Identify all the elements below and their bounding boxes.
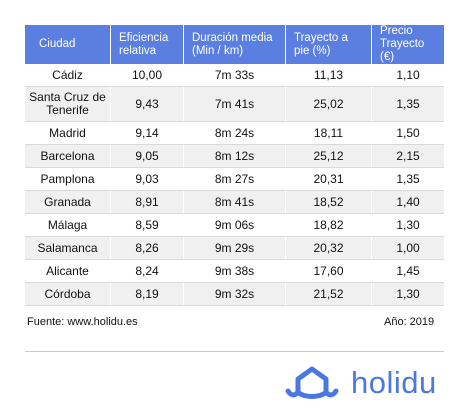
cell-city: Salamanca (25, 237, 110, 260)
logo-wordmark: holidu (351, 364, 437, 400)
cell-duration: 9m 06s (183, 214, 285, 237)
header-duracion: Duración media (Min / km) (183, 25, 285, 64)
cell-walk: 18,82 (285, 214, 371, 237)
cell-efficiency: 8,26 (110, 237, 183, 260)
table-row: Málaga 8,59 9m 06s 18,82 1,30 (25, 214, 444, 237)
cell-duration: 8m 12s (183, 145, 285, 168)
cell-price: 1,40 (371, 191, 444, 214)
city-ranking-table-container: Ciudad Eficiencia relativa Duración medi… (25, 25, 444, 306)
house-wave-icon (285, 365, 343, 399)
cell-price: 1,10 (371, 64, 444, 87)
cell-efficiency: 9,03 (110, 168, 183, 191)
cell-walk: 11,13 (285, 64, 371, 87)
holidu-logo: holidu (285, 361, 437, 403)
cell-walk: 25,02 (285, 87, 371, 122)
cell-city: Alicante (25, 260, 110, 283)
cell-efficiency: 9,43 (110, 87, 183, 122)
cell-city: Madrid (25, 122, 110, 145)
cell-city: Santa Cruz de Tenerife (25, 87, 110, 122)
cell-city: Pamplona (25, 168, 110, 191)
cell-city: Barcelona (25, 145, 110, 168)
cell-price: 1,50 (371, 122, 444, 145)
header-trayecto: Trayecto a pie (%) (285, 25, 371, 64)
cell-price: 1,35 (371, 168, 444, 191)
cell-price: 1,45 (371, 260, 444, 283)
cell-city: Granada (25, 191, 110, 214)
table-row: Barcelona 9,05 8m 12s 25,12 2,15 (25, 145, 444, 168)
table-row: Pamplona 9,03 8m 27s 20,31 1,35 (25, 168, 444, 191)
header-precio: Precio Trayecto (€) (371, 25, 444, 64)
cell-walk: 25,12 (285, 145, 371, 168)
cell-efficiency: 10,00 (110, 64, 183, 87)
cell-duration: 7m 33s (183, 64, 285, 87)
cell-duration: 9m 29s (183, 237, 285, 260)
table-row: Santa Cruz de Tenerife 9,43 7m 41s 25,02… (25, 87, 444, 122)
cell-walk: 18,11 (285, 122, 371, 145)
cell-walk: 17,60 (285, 260, 371, 283)
cell-efficiency: 8,19 (110, 283, 183, 306)
cell-efficiency: 9,14 (110, 122, 183, 145)
cell-price: 2,15 (371, 145, 444, 168)
city-ranking-table: Ciudad Eficiencia relativa Duración medi… (25, 25, 444, 306)
cell-city: Cádiz (25, 64, 110, 87)
cell-price: 1,30 (371, 283, 444, 306)
cell-price: 1,35 (371, 87, 444, 122)
cell-city: Málaga (25, 214, 110, 237)
cell-efficiency: 8,59 (110, 214, 183, 237)
cell-walk: 21,52 (285, 283, 371, 306)
cell-price: 1,30 (371, 214, 444, 237)
cell-efficiency: 8,91 (110, 191, 183, 214)
cell-walk: 20,31 (285, 168, 371, 191)
cell-duration: 7m 41s (183, 87, 285, 122)
cell-efficiency: 8,24 (110, 260, 183, 283)
cell-walk: 18,52 (285, 191, 371, 214)
header-eficiencia: Eficiencia relativa (110, 25, 183, 64)
header-ciudad: Ciudad (25, 25, 110, 64)
year-note: Año: 2019 (384, 316, 435, 328)
cell-city: Córdoba (25, 283, 110, 306)
table-row: Granada 8,91 8m 41s 18,52 1,40 (25, 191, 444, 214)
source-note: Fuente: www.holidu.es (27, 316, 138, 328)
table-row: Madrid 9,14 8m 24s 18,11 1,50 (25, 122, 444, 145)
table-row: Alicante 8,24 9m 38s 17,60 1,45 (25, 260, 444, 283)
table-row: Cádiz 10,00 7m 33s 11,13 1,10 (25, 64, 444, 87)
cell-walk: 20,32 (285, 237, 371, 260)
cell-duration: 8m 27s (183, 168, 285, 191)
cell-duration: 9m 32s (183, 283, 285, 306)
table-header-row: Ciudad Eficiencia relativa Duración medi… (25, 25, 444, 64)
cell-efficiency: 9,05 (110, 145, 183, 168)
table-row: Salamanca 8,26 9m 29s 20,32 1,00 (25, 237, 444, 260)
cell-duration: 9m 38s (183, 260, 285, 283)
cell-duration: 8m 41s (183, 191, 285, 214)
cell-price: 1,00 (371, 237, 444, 260)
divider (25, 351, 444, 352)
table-row: Córdoba 8,19 9m 32s 21,52 1,30 (25, 283, 444, 306)
cell-duration: 8m 24s (183, 122, 285, 145)
